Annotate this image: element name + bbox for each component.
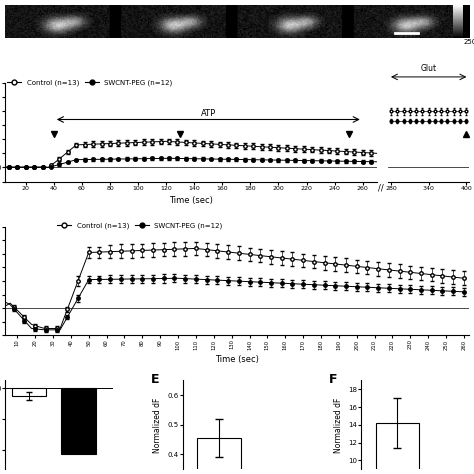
Legend: Control (n=13), SWCNT-PEG (n=12): Control (n=13), SWCNT-PEG (n=12) bbox=[4, 76, 175, 89]
Y-axis label: Normalized dF: Normalized dF bbox=[334, 397, 343, 453]
Text: //: // bbox=[378, 184, 383, 193]
Text: ATP: ATP bbox=[201, 109, 216, 118]
Text: F: F bbox=[329, 374, 337, 386]
Bar bbox=[197, 438, 241, 474]
Text: 250: 250 bbox=[463, 39, 474, 46]
Bar bbox=[61, 388, 96, 454]
X-axis label: Time (sec): Time (sec) bbox=[215, 355, 259, 364]
X-axis label: Time (sec): Time (sec) bbox=[169, 196, 213, 205]
Text: Glut: Glut bbox=[420, 64, 437, 73]
Legend: Control (n=13), SWCNT-PEG (n=12): Control (n=13), SWCNT-PEG (n=12) bbox=[55, 219, 225, 231]
Text: E: E bbox=[151, 374, 159, 386]
Bar bbox=[12, 388, 46, 396]
Y-axis label: Normalized dF: Normalized dF bbox=[153, 397, 162, 453]
Bar bbox=[375, 423, 419, 474]
